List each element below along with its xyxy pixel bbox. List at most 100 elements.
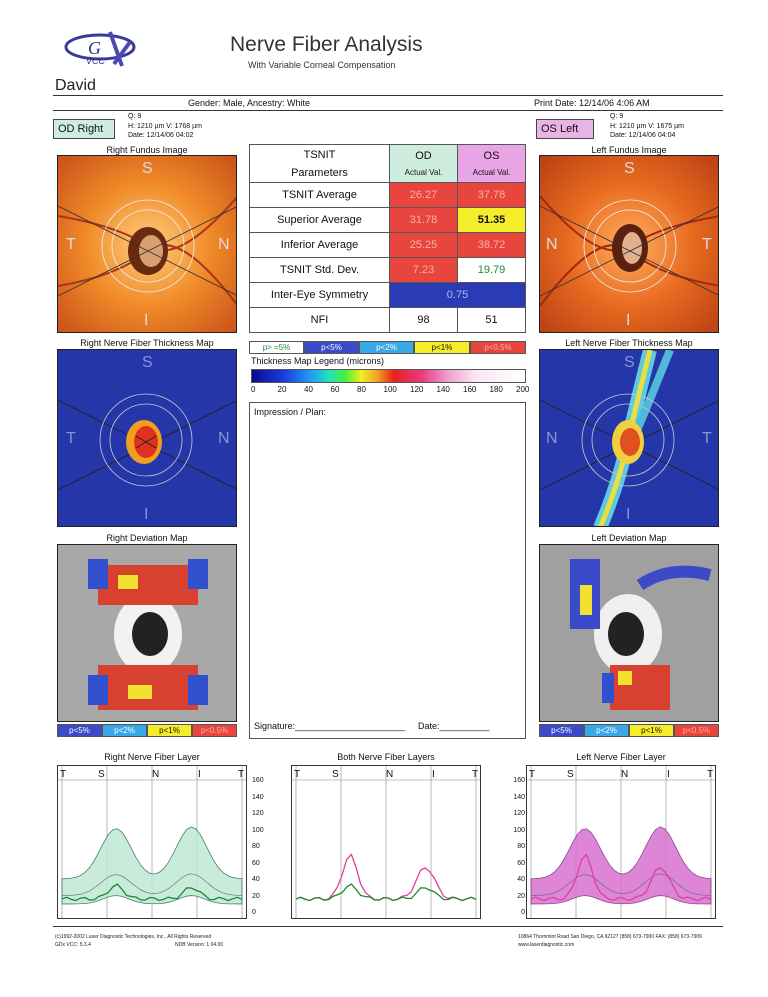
table-os-label: OS (483, 150, 500, 162)
thickness-tick: 140 (436, 385, 450, 394)
axis-letter: N (621, 769, 628, 780)
right-fundus-i: I (144, 312, 149, 329)
od-date: Date: 12/14/06 04:02 (128, 132, 194, 139)
y-tick-label: 100 (513, 826, 525, 834)
row-os-value: 37.78 (457, 182, 526, 208)
right-legend-p2: p<2% (102, 724, 147, 737)
y-tick-label: 160 (513, 777, 525, 784)
nfi-od: 98 (389, 307, 458, 333)
thickness-tick: 100 (383, 385, 397, 394)
row-od-value: 25.25 (389, 232, 458, 258)
right-thickness-s: S (142, 354, 153, 371)
table-header-params: Parameters (291, 166, 348, 179)
row-od-value: 7.23 (389, 257, 458, 283)
os-quality: Q: 9 (610, 113, 624, 120)
axis-letter: N (386, 769, 393, 780)
left-legend-p5: p<5% (539, 724, 584, 737)
right-legend-p5: p<5% (57, 724, 102, 737)
print-date: Print Date: 12/14/06 4:06 AM (534, 98, 650, 108)
table-od-sub: Actual Val. (404, 168, 443, 177)
right-legend-p05: p<0.5% (192, 724, 237, 737)
left-thickness-s: S (624, 354, 635, 371)
axis-letter: T (472, 769, 478, 780)
y-tick-label: 120 (513, 810, 525, 817)
od-quality: Q: 9 (128, 113, 142, 120)
left-fundus-s: S (624, 160, 635, 177)
left-fundus-label: Left Fundus Image (591, 145, 667, 155)
axis-letter: T (60, 769, 66, 780)
left-thickness-label: Left Nerve Fiber Thickness Map (565, 338, 693, 348)
tsnit-parameters-table: TSNIT Parameters OD Actual Val. OS Actua… (249, 144, 526, 333)
right-thickness-n: N (218, 430, 230, 447)
axis-letter: S (567, 769, 574, 780)
symmetry-label: Inter-Eye Symmetry (249, 282, 390, 308)
impression-plan-box[interactable]: Impression / Plan: (249, 402, 526, 739)
signature-line[interactable]: Signature:______________________ (254, 721, 406, 731)
table-header-tsnit: TSNIT (303, 148, 336, 161)
report-title: Nerve Fiber Analysis (230, 33, 423, 56)
left-thickness-t: T (702, 430, 712, 447)
signature-date[interactable]: Date:__________ (418, 721, 490, 731)
right-fundus-t: T (66, 236, 76, 253)
thickness-tick: 200 (516, 385, 530, 394)
y-tick-label: 60 (517, 859, 525, 867)
patient-name: David (55, 77, 96, 94)
thickness-tick: 20 (277, 385, 287, 394)
impression-title: Impression / Plan: (254, 407, 327, 417)
left-thickness-map: S N T I (539, 349, 719, 527)
table-row: TSNIT Average 26.27 37.78 (249, 182, 526, 208)
row-label: Superior Average (249, 207, 390, 233)
footer-ndb: NDB Version: 1.04.00 (175, 942, 224, 948)
row-od-value: 26.27 (389, 182, 458, 208)
table-row: TSNIT Std. Dev. 7.23 19.79 (249, 257, 526, 283)
table-row: Superior Average 31.78 51.35 (249, 207, 526, 233)
table-header-os: OS Actual Val. (457, 144, 526, 183)
right-thickness-label: Right Nerve Fiber Thickness Map (80, 338, 214, 348)
logo-vcc-text: VCC (86, 56, 106, 66)
thickness-legend-title: Thickness Map Legend (microns) (251, 356, 385, 366)
os-tsnit-line (530, 853, 712, 902)
footer-address: 10864 Thornmint Road San Diego, CA 92127… (518, 934, 702, 940)
axis-letter: I (667, 769, 670, 780)
axis-letter: T (707, 769, 713, 780)
y-tick-label: 0 (521, 909, 525, 916)
both-layers-label: Both Nerve Fiber Layers (337, 752, 435, 762)
table-row-symmetry: Inter-Eye Symmetry 0.75 (249, 282, 526, 308)
gender-ancestry: Gender: Male, Ancestry: White (188, 98, 311, 108)
thickness-tick: 80 (357, 385, 366, 394)
y-tick-label: 80 (517, 843, 525, 850)
right-layer-label: Right Nerve Fiber Layer (104, 752, 200, 762)
left-fundus-image: S N T I (539, 155, 719, 333)
y-tick-label: 100 (252, 826, 264, 834)
thickness-tick: 60 (330, 385, 340, 394)
axis-letter: N (152, 769, 159, 780)
row-label: Inferior Average (249, 232, 390, 258)
table-header-parameters: TSNIT Parameters (249, 144, 390, 183)
normative-median-line (530, 873, 712, 896)
right-legend-p1: p<1% (147, 724, 192, 737)
y-tick-label: 60 (252, 859, 260, 867)
axis-letter: S (332, 769, 339, 780)
od-right-tag: OD Right (53, 119, 115, 139)
left-thickness-n: N (546, 430, 558, 447)
axis-letter: T (294, 769, 300, 780)
left-fundus-t: T (702, 236, 712, 253)
y-tick-label: 0 (252, 909, 256, 916)
svg-text:G: G (88, 38, 101, 58)
y-tick-label: 160 (252, 777, 264, 784)
thickness-tick: 120 (410, 385, 424, 394)
right-fundus-label: Right Fundus Image (106, 145, 188, 155)
legend-p-lt2: p<2% (359, 341, 414, 354)
left-legend-p2: p<2% (584, 724, 629, 737)
right-fundus-s: S (142, 160, 153, 177)
left-deviation-label: Left Deviation Map (591, 533, 667, 543)
y-tick-label: 40 (252, 876, 260, 883)
y-tick-label: 120 (252, 810, 264, 817)
footer-website: www.laserdiagnostic.com (518, 942, 575, 948)
thickness-tick: 40 (304, 385, 313, 394)
table-od-label: OD (415, 150, 432, 162)
y-tick-label: 20 (517, 892, 525, 900)
left-graph-y-axis: 160 140 120 100 80 60 40 20 0 (509, 765, 525, 919)
footer-copyright: (c)1992-2002 Laser Diagnostic Technologi… (55, 934, 212, 940)
